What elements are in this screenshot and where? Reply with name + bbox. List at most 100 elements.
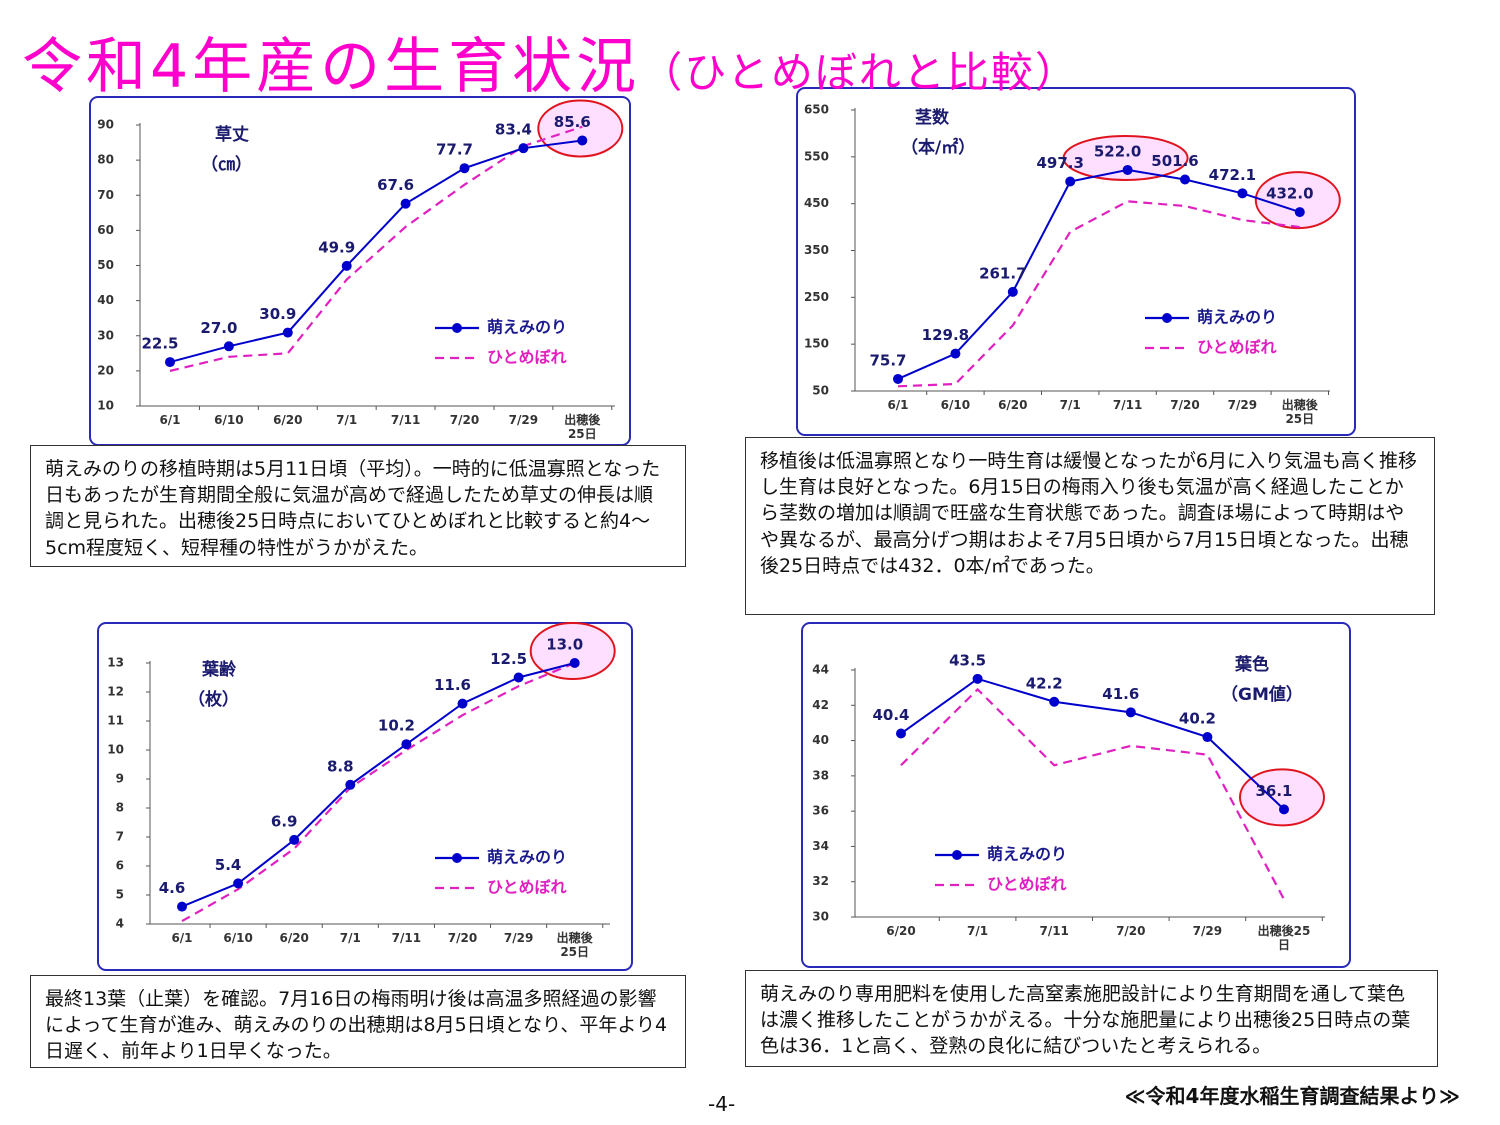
page-number: -4- xyxy=(708,1092,736,1116)
x-tick-label: 7/29 xyxy=(1192,924,1223,938)
marker xyxy=(1237,188,1248,199)
series-line xyxy=(897,168,1301,380)
legend-marker xyxy=(1162,313,1172,323)
data-label: 432.0 xyxy=(1266,185,1313,203)
x-tick-label: 7/29 xyxy=(503,931,534,945)
axis-unit: （㎝） xyxy=(201,154,252,175)
x-tick-label: 7/20 xyxy=(1116,924,1146,938)
y-tick-label: 8 xyxy=(116,801,124,815)
y-tick-label: 90 xyxy=(97,118,114,132)
marker xyxy=(893,373,903,384)
y-tick-label: 38 xyxy=(812,768,829,782)
x-tick-label: 7/20 xyxy=(1170,398,1200,412)
marker xyxy=(950,348,961,359)
marker xyxy=(459,163,470,174)
marker xyxy=(1279,804,1289,815)
data-label: 30.9 xyxy=(259,305,296,323)
x-tick-label: 6/20 xyxy=(998,398,1028,412)
legend-marker xyxy=(452,323,462,333)
series-line xyxy=(900,677,1285,811)
legend-label: ひとめぼれ xyxy=(487,348,567,367)
x-tick-label: 6/20 xyxy=(886,924,916,938)
axis-unit: （本/㎡） xyxy=(901,137,975,158)
y-tick-label: 250 xyxy=(804,290,829,304)
data-label: 261.7 xyxy=(979,264,1026,282)
x-tick-label: 6/1 xyxy=(159,413,181,427)
series-line xyxy=(181,661,576,923)
y-tick-label: 50 xyxy=(812,384,829,398)
source: ≪令和4年度水稲生育調査結果より≫ xyxy=(1124,1084,1460,1108)
data-label: 67.6 xyxy=(377,176,414,194)
y-tick-label: 12 xyxy=(107,685,124,699)
marker xyxy=(1065,176,1076,187)
y-tick-label: 550 xyxy=(804,149,829,163)
legend-marker xyxy=(452,853,462,863)
data-label: 497.3 xyxy=(1036,154,1083,172)
x-tick-label: 6/20 xyxy=(273,413,303,427)
legend-marker xyxy=(952,850,962,860)
data-label: 11.6 xyxy=(434,676,471,694)
x-tick-label: 6/10 xyxy=(214,413,244,427)
legend-label: 萌えみのり xyxy=(487,848,567,867)
y-tick-label: 450 xyxy=(804,196,829,210)
x-tick-label: 出穂後25 日 xyxy=(1257,924,1311,952)
data-label: 75.7 xyxy=(869,351,906,369)
x-tick-label: 7/1 xyxy=(336,413,358,427)
legend-label: ひとめぼれ xyxy=(487,878,567,897)
marker xyxy=(282,327,293,338)
title-block: 令和4年産の生育状況（ひとめぼれと比較） xyxy=(22,18,1079,105)
axis-label: 葉齢 xyxy=(201,659,237,680)
note: 移植後は低温寡照となり一時生育は緩慢となったが6月に入り気温も高く推移し生育は良… xyxy=(745,437,1435,615)
marker xyxy=(223,341,234,352)
highlight-circle xyxy=(1239,768,1325,827)
marker xyxy=(177,901,187,912)
chart-frame xyxy=(89,96,631,446)
marker xyxy=(345,779,356,790)
data-label: 83.4 xyxy=(495,121,532,139)
marker xyxy=(1049,696,1060,707)
marker xyxy=(457,698,468,709)
y-tick-label: 7 xyxy=(116,830,124,844)
x-tick-label: 7/1 xyxy=(1059,398,1081,412)
axis-label: 茎数 xyxy=(915,107,950,128)
y-tick-label: 40 xyxy=(97,293,114,307)
chart-frame xyxy=(801,622,1351,968)
x-tick-label: 出穂後 25日 xyxy=(556,931,593,959)
y-tick-label: 4 xyxy=(116,917,124,931)
legend-label: ひとめぼれ xyxy=(1197,338,1277,357)
data-label: 4.6 xyxy=(159,879,186,897)
y-tick-label: 36 xyxy=(812,804,829,818)
y-tick-label: 40 xyxy=(812,733,829,747)
y-tick-label: 60 xyxy=(97,223,114,237)
marker xyxy=(1294,207,1305,218)
x-tick-label: 6/1 xyxy=(171,931,193,945)
data-label: 129.8 xyxy=(922,326,969,344)
y-tick-label: 44 xyxy=(812,663,829,677)
marker xyxy=(577,135,588,146)
marker xyxy=(165,357,175,368)
marker xyxy=(233,878,244,889)
x-tick-label: 6/10 xyxy=(223,931,253,945)
series-line xyxy=(181,662,575,908)
axis-label: 葉色 xyxy=(1234,654,1269,675)
data-label: 522.0 xyxy=(1094,142,1141,160)
y-tick-label: 80 xyxy=(97,153,114,167)
page-subtitle: （ひとめぼれと比較） xyxy=(640,48,1079,97)
y-tick-label: 150 xyxy=(804,337,829,351)
y-tick-label: 6 xyxy=(116,859,124,873)
data-label: 49.9 xyxy=(318,238,355,256)
x-tick-label: 6/10 xyxy=(940,398,971,412)
legend-label: 萌えみのり xyxy=(487,318,567,337)
y-tick-label: 350 xyxy=(804,243,829,257)
axis-unit: （GM値） xyxy=(1221,684,1303,705)
data-label: 5.4 xyxy=(215,856,242,874)
x-tick-label: 7/20 xyxy=(449,413,480,427)
y-tick-label: 11 xyxy=(107,714,124,728)
note: 最終13葉（止葉）を確認。7月16日の梅雨明け後は高温多照経過の影響によって生育… xyxy=(30,975,686,1068)
y-tick-label: 10 xyxy=(107,743,124,757)
marker xyxy=(972,673,983,684)
data-label: 36.1 xyxy=(1255,782,1292,800)
x-tick-label: 出穂後 25日 xyxy=(564,413,601,441)
